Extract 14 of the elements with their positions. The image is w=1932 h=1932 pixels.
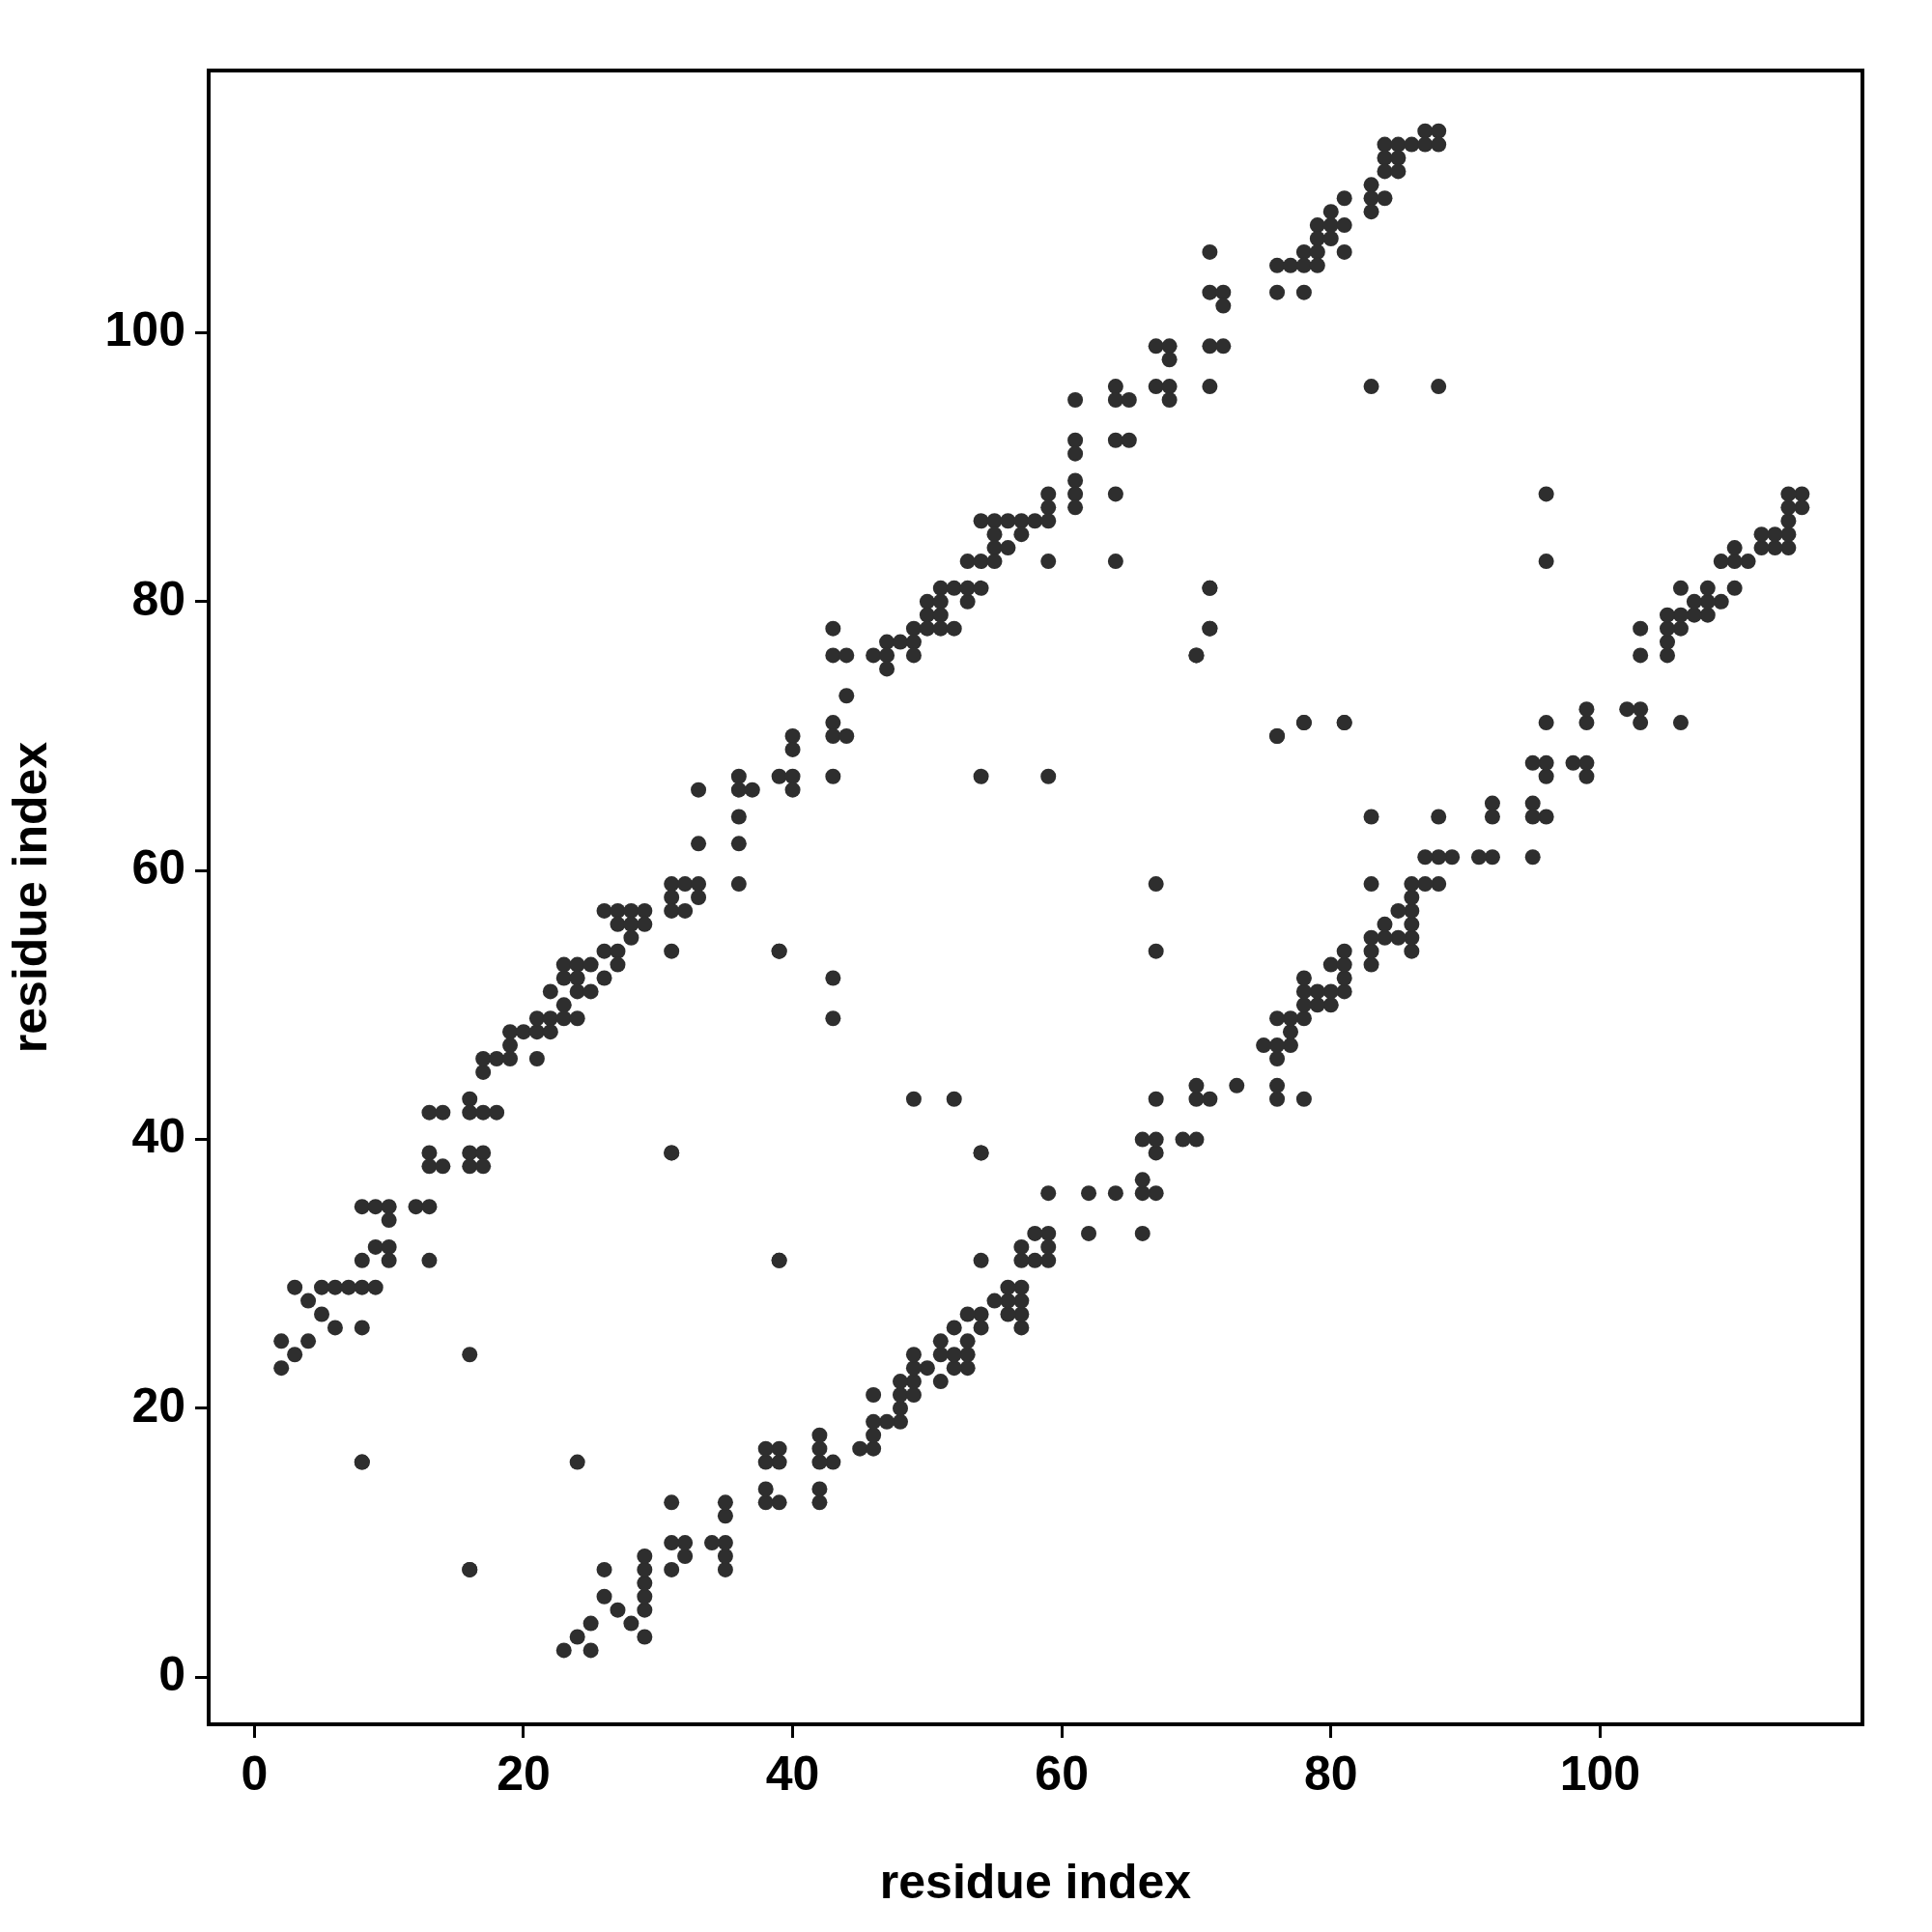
y-tick-label: 80: [131, 571, 185, 626]
y-tick-label: 20: [131, 1378, 185, 1433]
y-tick-label: 60: [131, 839, 185, 895]
x-tick-label: 20: [497, 1746, 551, 1801]
x-tick-label: 0: [241, 1746, 269, 1801]
x-tick-label: 40: [765, 1746, 820, 1801]
x-tick-label: 80: [1303, 1746, 1358, 1801]
x-axis-title: residue index: [879, 1854, 1192, 1909]
y-axis-title: residue index: [2, 741, 57, 1054]
y-tick-label: 100: [104, 302, 185, 357]
x-tick-label: 100: [1559, 1746, 1641, 1801]
y-tick-label: 0: [158, 1647, 185, 1702]
x-tick-label: 60: [1035, 1746, 1089, 1801]
y-tick-label: 40: [131, 1109, 185, 1164]
